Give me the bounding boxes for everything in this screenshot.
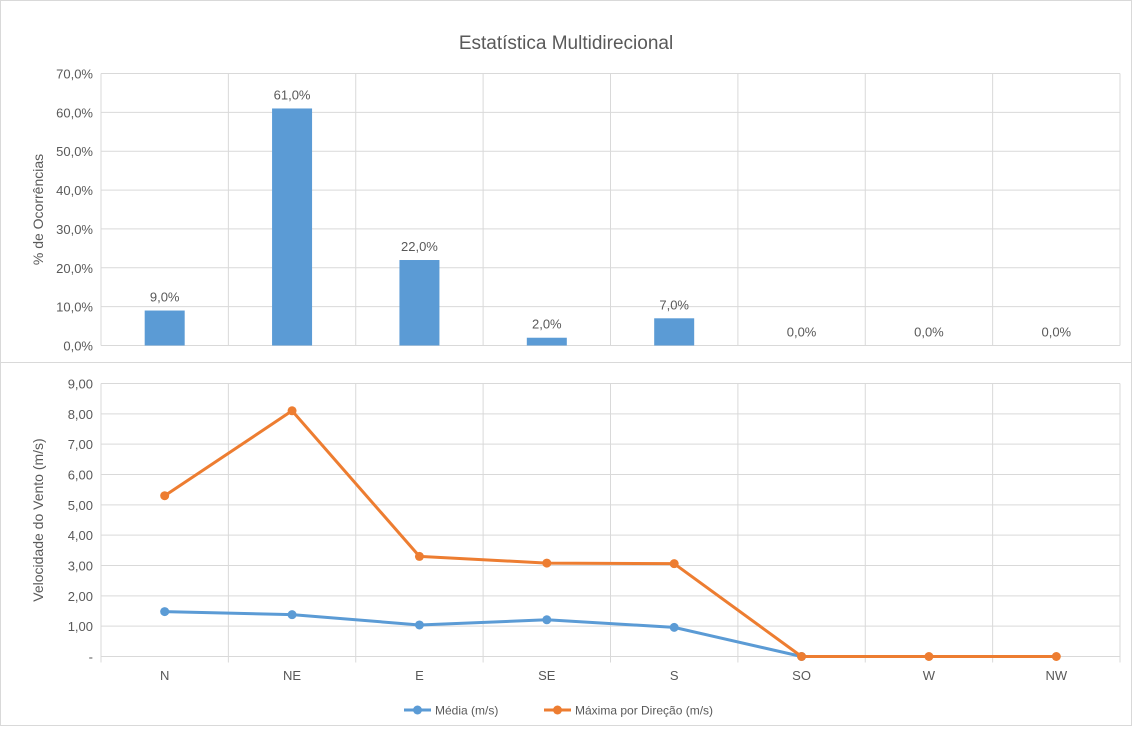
line-y-tick-label: 2,00 <box>68 589 93 604</box>
bar <box>654 318 695 346</box>
maxima-series-point <box>414 551 424 561</box>
bar <box>526 337 567 346</box>
bar-data-label: 0,0% <box>787 325 817 340</box>
chart-title: Estatística Multidirecional <box>459 33 673 54</box>
line-y-tick-label: 7,00 <box>68 437 93 452</box>
bar-data-label: 0,0% <box>1041 325 1071 340</box>
bar-y-tick-label: 70,0% <box>56 67 93 82</box>
media-series-line <box>163 610 804 658</box>
maxima-series-point <box>160 491 170 501</box>
media-series-point <box>414 620 424 630</box>
x-tick-label: NE <box>283 668 301 683</box>
line-y-tick-label: 8,00 <box>68 407 93 422</box>
line-y-tick-label: 6,00 <box>68 468 93 483</box>
bar-data-label: 0,0% <box>914 325 944 340</box>
bar-y-tick-label: 10,0% <box>56 300 93 315</box>
x-tick-label: W <box>923 668 936 683</box>
media-series-point <box>287 610 297 620</box>
bar-y-tick-label: 50,0% <box>56 144 93 159</box>
legend-marker-media-series <box>413 705 422 715</box>
line-y-tick-label: - <box>89 650 93 665</box>
bar-y-axis-label: % de Ocorrências <box>30 154 46 265</box>
maxima-series-point <box>542 558 552 568</box>
legend-label: Média (m/s) <box>435 704 498 718</box>
media-series-point <box>669 622 679 632</box>
maxima-series-point <box>287 406 297 416</box>
bar <box>399 260 440 346</box>
wind-speed-line-chart: - 1,00 2,00 3,00 4,00 5,00 6,00 7,00 8,00 9,00 N NE… <box>30 377 1121 683</box>
bar <box>272 108 313 346</box>
maxima-series-point <box>669 559 679 569</box>
media-series-point <box>160 607 170 617</box>
line-y-tick-label: 9,00 <box>68 377 93 392</box>
x-tick-label: NW <box>1045 668 1067 683</box>
x-tick-label: E <box>415 668 424 683</box>
legend-marker-maxima-series <box>553 705 562 715</box>
line-y-axis-label: Velocidade do Vento (m/s) <box>30 438 46 601</box>
media-series-point <box>542 615 552 625</box>
occurrence-bar-chart: 0,0% 10,0% 20,0% 30,0% 40,0% 50,0% 60,0% 70,0% 9… <box>30 67 1121 354</box>
line-y-tick-label: 4,00 <box>68 528 93 543</box>
x-tick-label: S <box>670 668 679 683</box>
bar-y-tick-label: 40,0% <box>56 183 93 198</box>
bar-data-label: 2,0% <box>532 317 562 332</box>
bar-y-tick-label: 0,0% <box>63 339 93 354</box>
x-tick-label: N <box>160 668 169 683</box>
line-y-tick-label: 1,00 <box>68 619 93 634</box>
bar-data-label: 7,0% <box>659 297 689 312</box>
bar-data-label: 9,0% <box>150 290 180 305</box>
legend: Média (m/s) Máxima por Direção (m/s) <box>404 704 713 718</box>
bar-y-tick-label: 20,0% <box>56 261 93 276</box>
x-tick-label: SO <box>792 668 811 683</box>
bar-y-tick-label: 30,0% <box>56 222 93 237</box>
bar-y-tick-label: 60,0% <box>56 105 93 120</box>
bar-data-label: 22,0% <box>401 239 438 254</box>
line-y-tick-label: 3,00 <box>68 559 93 574</box>
bar-data-label: 61,0% <box>274 87 311 102</box>
maxima-series-line <box>163 409 1058 658</box>
maxima-series-point <box>797 652 807 661</box>
bar <box>144 310 185 346</box>
line-y-tick-label: 5,00 <box>68 498 93 513</box>
maxima-series-point <box>1051 652 1061 661</box>
legend-label: Máxima por Direção (m/s) <box>575 704 713 718</box>
maxima-series-point <box>924 652 934 661</box>
x-tick-label: SE <box>538 668 556 683</box>
